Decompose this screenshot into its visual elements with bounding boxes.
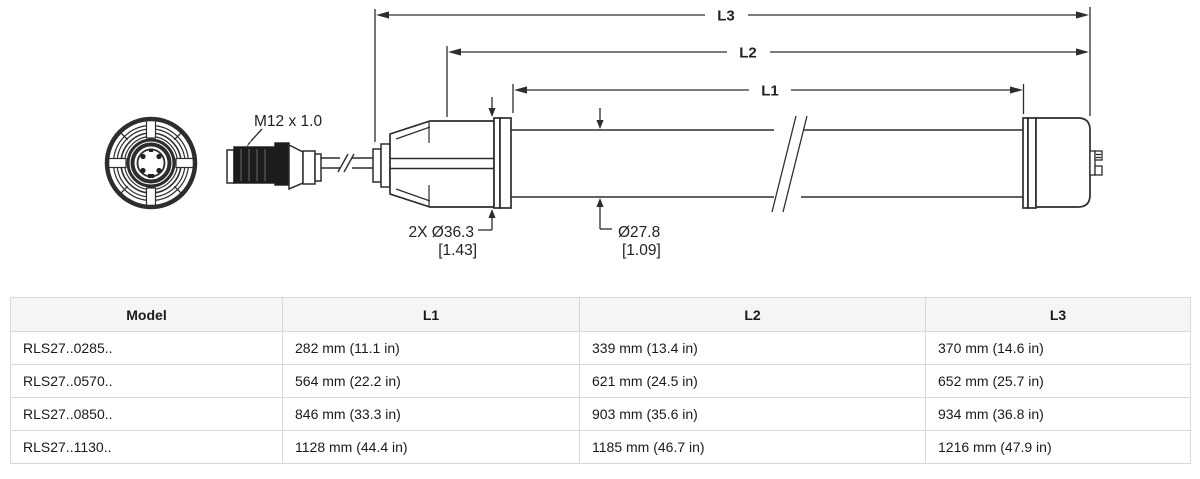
tube-break <box>771 115 808 213</box>
arrowhead-left <box>376 11 389 19</box>
dim-l2: L2 <box>446 45 1089 117</box>
arrowhead-down <box>488 108 496 117</box>
l1-label: L1 <box>761 83 779 100</box>
header-l2: L2 <box>579 297 926 332</box>
arrowhead-right <box>1010 86 1023 94</box>
tube <box>511 129 1023 198</box>
dia-tube-label: Ø27.8 <box>618 224 660 241</box>
l1-cell: 282 mm (11.1 in) <box>282 331 580 365</box>
l3-cell: 370 mm (14.6 in) <box>925 331 1191 365</box>
header-l1: L1 <box>282 297 580 332</box>
table-row: RLS27..1130.. 1128 mm (44.4 in) 1185 mm … <box>10 430 1191 464</box>
model-cell: RLS27..1130.. <box>10 430 283 464</box>
dia-collar-callout: 2X Ø36.3 [1.43] <box>409 97 496 259</box>
table-row: RLS27..0570.. 564 mm (22.2 in) 621 mm (2… <box>10 364 1191 398</box>
dia-tube-callout: Ø27.8 [1.09] <box>596 108 661 259</box>
model-cell: RLS27..0570.. <box>10 364 283 398</box>
dia-collar-inches-label: [1.43] <box>438 242 477 259</box>
l2-cell: 621 mm (24.5 in) <box>579 364 926 398</box>
m12-thread-label: M12 x 1.0 <box>254 113 322 130</box>
dimensions-table: Model L1 L2 L3 RLS27..0285.. 282 mm (11.… <box>10 297 1191 464</box>
l1-cell: 564 mm (22.2 in) <box>282 364 580 398</box>
arrowhead-up <box>488 209 496 218</box>
front-collar <box>493 117 512 209</box>
end-cap-clip <box>1089 150 1103 176</box>
l3-cell: 934 mm (36.8 in) <box>925 397 1191 431</box>
arrowhead-left <box>448 48 461 56</box>
dim-l1: L1 <box>512 83 1025 114</box>
l2-cell: 1185 mm (46.7 in) <box>579 430 926 464</box>
header-model: Model <box>10 297 283 332</box>
table-row: RLS27..0850.. 846 mm (33.3 in) 903 mm (3… <box>10 397 1191 431</box>
m12-connector <box>226 142 374 191</box>
dim-l3: L3 <box>374 7 1091 142</box>
l2-cell: 903 mm (35.6 in) <box>579 397 926 431</box>
connector-pins <box>140 148 162 178</box>
l2-label: L2 <box>739 45 757 62</box>
arrowhead-right <box>1076 11 1089 19</box>
strain-relief <box>288 143 304 191</box>
l3-cell: 652 mm (25.7 in) <box>925 364 1191 398</box>
l2-cell: 339 mm (13.4 in) <box>579 331 926 365</box>
dimension-drawing: L3 L2 L1 <box>104 7 1103 259</box>
model-cell: RLS27..0285.. <box>10 331 283 365</box>
sensor-body <box>372 115 1103 213</box>
l3-label: L3 <box>717 8 735 25</box>
dia-tube-inches-label: [1.09] <box>622 242 661 259</box>
nose-cone <box>389 120 495 208</box>
table-row: RLS27..0285.. 282 mm (11.1 in) 339 mm (1… <box>10 331 1191 365</box>
model-cell: RLS27..0850.. <box>10 397 283 431</box>
m12-thread <box>233 146 276 184</box>
m12-callout: M12 x 1.0 <box>246 113 322 148</box>
dia-collar-label: 2X Ø36.3 <box>409 224 475 241</box>
l3-cell: 1216 mm (47.9 in) <box>925 430 1191 464</box>
arrowhead-down <box>596 120 604 129</box>
header-l3: L3 <box>925 297 1191 332</box>
arrowhead-right <box>1076 48 1089 56</box>
leader-arrowhead <box>246 139 254 148</box>
cable <box>321 153 374 173</box>
m12-ring <box>274 142 290 186</box>
arrowhead-up <box>596 198 604 207</box>
outer-ring <box>104 116 198 210</box>
front-view <box>104 116 198 210</box>
l1-cell: 846 mm (33.3 in) <box>282 397 580 431</box>
arrowhead-left <box>514 86 527 94</box>
end-cap <box>1022 117 1103 209</box>
table-header-row: Model L1 L2 L3 <box>10 297 1191 332</box>
l1-cell: 1128 mm (44.4 in) <box>282 430 580 464</box>
